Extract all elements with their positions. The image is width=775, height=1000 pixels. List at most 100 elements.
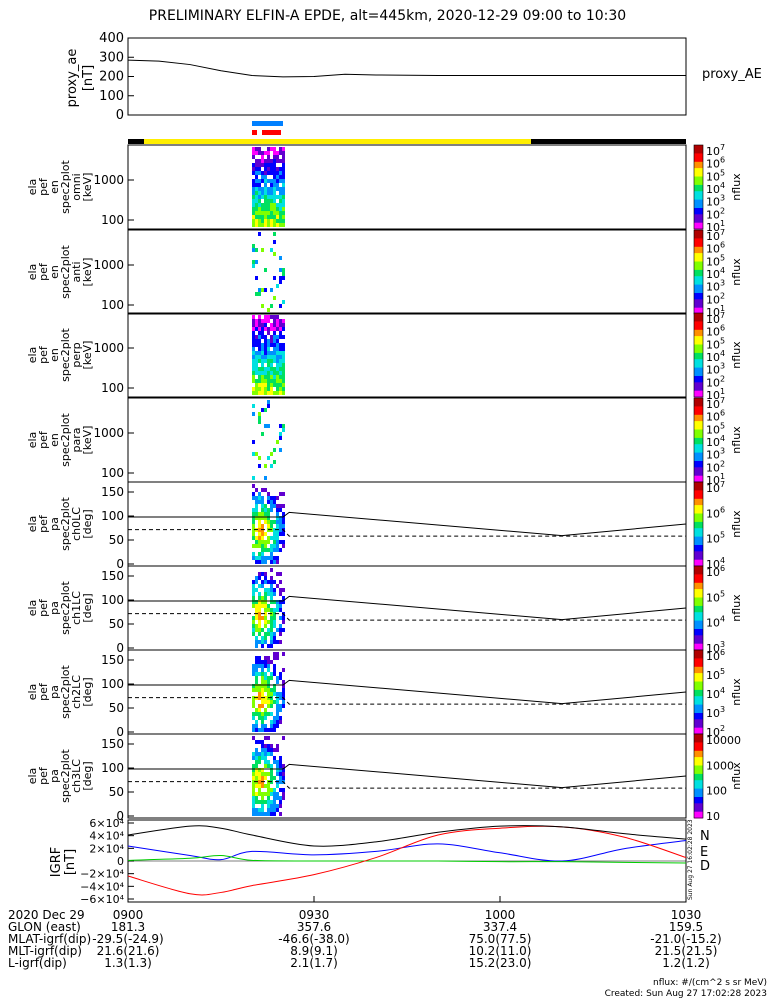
spectrogram-cell [267, 660, 270, 664]
spectrogram-cell [261, 704, 264, 708]
spectrogram-ytick-label: 150 [101, 737, 124, 751]
colorbar-segment [694, 776, 703, 779]
spectrogram-cell [273, 520, 276, 524]
spectrogram-cell [252, 391, 255, 395]
spectrogram-cell [270, 159, 273, 163]
spectrogram-cell [267, 804, 270, 808]
colorbar-tick-label: 107 [706, 228, 725, 243]
colorbar-segment [694, 608, 703, 611]
colorbar-segment [694, 769, 703, 773]
colorbar-segment [694, 578, 703, 582]
spectrogram-cell [273, 379, 276, 383]
spectrogram-cell [252, 187, 255, 191]
colorbar-segment [694, 236, 703, 239]
spectrogram-cell [267, 159, 270, 163]
spectrogram-cell [273, 808, 276, 812]
spectrogram-ylabel: ch0LC [70, 507, 83, 541]
colorbar-segment [694, 461, 703, 464]
spectrogram-cell [273, 199, 276, 203]
spectrogram-cell [267, 319, 270, 323]
colorbar-segment [694, 172, 703, 175]
colorbar-segment [694, 361, 703, 364]
spectrogram-cell [261, 724, 264, 728]
colorbar-segment [694, 633, 703, 636]
spectrogram-cell [267, 812, 270, 816]
colorbar-segment [694, 771, 703, 775]
colorbar-segment [694, 317, 703, 320]
colorbar-tick-label: 105 [706, 531, 725, 546]
spectrogram-cell [276, 159, 279, 163]
colorbar-segment [694, 530, 703, 533]
spectrogram-cell [279, 772, 282, 776]
spectrogram-cell [276, 796, 279, 800]
spectrogram-cell [267, 215, 270, 219]
spectrogram-cell [258, 788, 261, 792]
colorbar-segment [694, 488, 703, 491]
spectrogram-ylabel: pa [48, 769, 61, 783]
spectrogram-cell [270, 688, 273, 692]
spectrogram-cell [270, 608, 273, 612]
spectrogram-cell [276, 175, 279, 179]
colorbar-segment [694, 547, 703, 550]
spectrogram-cell [273, 319, 276, 323]
colorbar-segment [694, 193, 703, 196]
spectrogram-cell [279, 167, 282, 171]
spectrogram-cell [261, 331, 264, 335]
spectrogram-cell [255, 203, 258, 207]
spectrogram-cell [264, 776, 267, 780]
spectrogram-cell [282, 211, 285, 215]
colorbar-segment [694, 450, 703, 454]
spectrogram-cell [267, 171, 270, 175]
spectrogram-cell [273, 195, 276, 199]
spectrogram-cell [261, 363, 264, 367]
spectrogram-cells [252, 736, 285, 816]
colorbar-segment [694, 683, 703, 687]
spectrogram-cell [261, 371, 264, 375]
spectrogram-cell [270, 147, 273, 151]
colorbar-segment [694, 163, 703, 167]
spectrogram-cell [264, 700, 267, 704]
spectrogram-cell [252, 191, 255, 195]
colorbar-segment [694, 425, 703, 428]
footer-cell: 75.0(77.5) [469, 932, 532, 946]
spectrogram-cell [276, 171, 279, 175]
spectrogram-cell [267, 656, 270, 660]
colorbar-segment [694, 386, 703, 390]
spectrogram-ylabel: anti [70, 261, 83, 282]
colorbar-segment [694, 792, 703, 796]
spectrogram-cell [276, 440, 279, 444]
colorbar-segment [694, 416, 703, 420]
spectrogram-cell [282, 768, 285, 772]
spectrogram-cell [276, 584, 279, 588]
spectrogram-cell [276, 203, 279, 207]
spectrogram-cell [255, 748, 258, 752]
spectrogram-ylabel: spec2plot [59, 581, 72, 635]
spectrogram-cell [273, 580, 276, 584]
spectrogram-cell [267, 203, 270, 207]
spectrogram-cell [267, 588, 270, 592]
spectrogram-cell [258, 456, 261, 460]
colorbar-segment [694, 410, 703, 414]
colorbar-segment [694, 315, 703, 318]
spectrogram-cell [267, 556, 270, 560]
spectrogram-ytick-label: 100 [101, 298, 124, 312]
spectrogram-ytick-label: 1000 [93, 173, 124, 187]
spectrogram-cell [270, 752, 273, 756]
spectrogram-cell [264, 656, 267, 660]
spectrogram-cell [267, 520, 270, 524]
colorbar-segment [694, 463, 703, 466]
spectrogram-cell [276, 215, 279, 219]
spectrogram-cell [276, 600, 279, 604]
spectrogram-cell [282, 351, 285, 355]
spectrogram-cell [267, 604, 270, 608]
spectrogram-cell [276, 284, 279, 288]
spectrogram-cell [258, 416, 261, 420]
spectrogram-cell [273, 640, 276, 644]
spectrogram-cell [276, 712, 279, 716]
spectrogram-cell [264, 624, 267, 628]
colorbar-segment [694, 184, 703, 188]
spectrogram-cell [282, 359, 285, 363]
colorbar-segment [694, 182, 703, 186]
spectrogram-cell [255, 276, 258, 280]
colorbar-segment [694, 265, 703, 269]
